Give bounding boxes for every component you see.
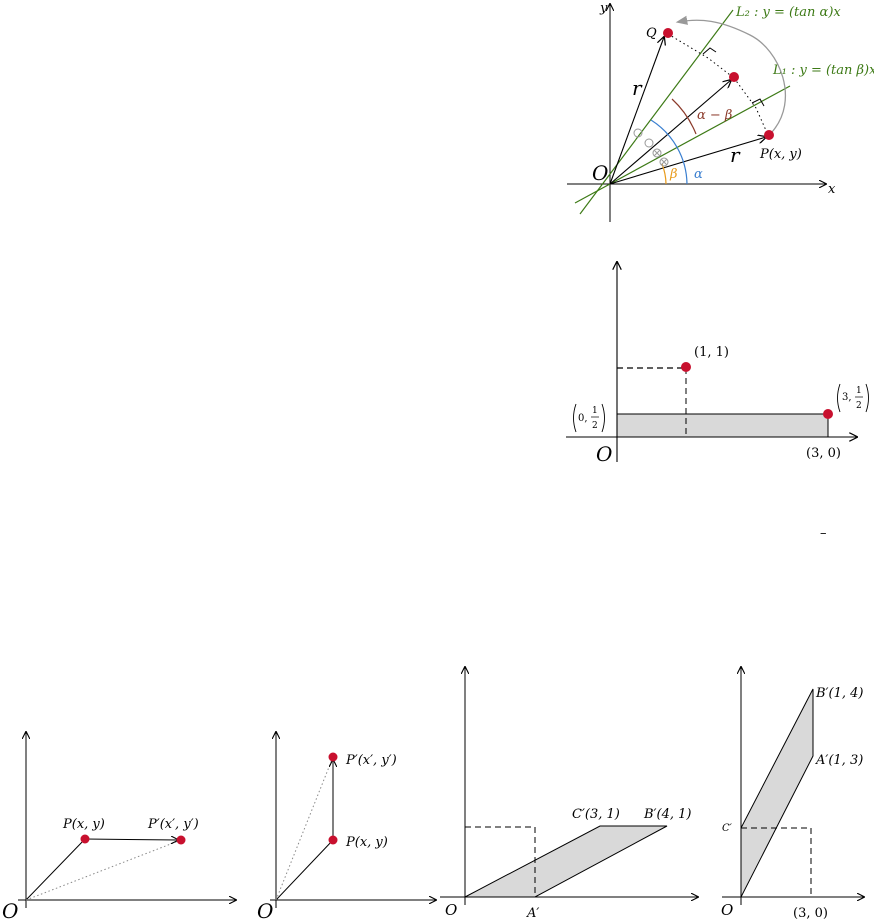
equal-mark-cross-1 — [652, 148, 662, 158]
line-l2 — [579, 9, 734, 215]
point-1-1-label: (1, 1) — [694, 345, 729, 360]
para-v-point-a-label: A′(1, 3) — [815, 753, 863, 768]
point-0-half-label: 0, 1 2 — [573, 403, 605, 433]
point-q-label: Q — [646, 26, 657, 41]
svg-text:3,: 3, — [842, 392, 852, 403]
rotation-y-label: y — [599, 1, 608, 16]
shear-v-point-p-prime-label: P′(x′, y′) — [345, 753, 397, 768]
shear-v-op — [275, 839, 334, 901]
point-3-half — [823, 409, 833, 419]
point-mid — [729, 72, 739, 82]
right-angle-mark-l2 — [702, 47, 717, 55]
right-angle-mark-l1 — [751, 98, 765, 107]
para-h-origin: O — [445, 901, 457, 919]
angle-diff-label: α − β — [697, 108, 732, 123]
shear-v-point-p-label: P(x, y) — [345, 835, 388, 850]
shaded-rectangle — [616, 413, 829, 438]
shear-h-point-p-prime-label: P′(x′, y′) — [147, 817, 199, 832]
svg-text:1: 1 — [592, 406, 598, 416]
shear-h-point-p — [80, 834, 90, 844]
point-p-label: P(x, y) — [759, 147, 802, 162]
angle-arc-diff — [671, 98, 697, 135]
shear-v-origin: O — [257, 899, 273, 923]
angle-beta-label: β — [669, 167, 678, 182]
radius-lower-label: r — [730, 143, 741, 167]
small-mark: – — [820, 526, 827, 541]
equal-mark-circle-1 — [633, 128, 643, 138]
svg-text:2: 2 — [856, 401, 862, 411]
svg-text:1: 1 — [856, 386, 862, 396]
line-l1 — [574, 85, 791, 204]
shear-v-diagram: P(x, y) P′(x′, y′) O — [257, 732, 436, 923]
line-l1-label: L₁ : y = (tan β)x — [772, 63, 874, 78]
dotted-path-q — [667, 33, 735, 79]
radius-upper-label: r — [632, 76, 643, 100]
para-v-diagram: B′(1, 4) A′(1, 3) C′ (3, 0) O — [721, 667, 864, 921]
rotation-diagram: y x O L₂ : y = (tan α)x L₁ : y = (tan β)… — [567, 1, 874, 222]
para-h-point-c-label: C′(3, 1) — [572, 807, 620, 822]
line-l2-label: L₂ : y = (tan α)x — [735, 5, 841, 20]
para-h-shape — [464, 825, 668, 898]
para-v-point-b-label: B′(1, 4) — [815, 686, 863, 701]
para-v-shape — [740, 688, 814, 898]
angle-alpha-label: α — [694, 167, 703, 182]
point-p — [764, 130, 774, 140]
equal-mark-circle-2 — [644, 138, 654, 148]
shear-h-point-p-label: P(x, y) — [62, 817, 105, 832]
angle-arc-alpha — [650, 119, 688, 185]
vector-op — [609, 137, 766, 185]
shear-v-point-p — [328, 835, 338, 845]
svg-text:2: 2 — [592, 421, 598, 431]
shear-h-point-p-prime — [176, 835, 186, 845]
para-v-origin: O — [721, 901, 733, 919]
point-q — [663, 28, 673, 38]
shear-h-op — [25, 838, 86, 901]
para-v-point-c-label: C′ — [722, 823, 733, 834]
para-h-point-a-label: A′ — [526, 906, 539, 921]
point-3-half-label: 3, 1 2 — [837, 383, 869, 413]
vector-oq — [609, 37, 664, 185]
rotation-x-label: x — [828, 182, 836, 197]
shear-h-origin: O — [2, 899, 18, 923]
shear-v-point-p-prime — [328, 752, 338, 762]
vector-omid — [609, 80, 731, 185]
svg-text:0,: 0, — [578, 413, 588, 424]
para-v-point-3-0-label: (3, 0) — [793, 906, 828, 921]
para-h-point-b-label: B′(4, 1) — [643, 807, 691, 822]
shear-h-diagram: P(x, y) P′(x′, y′) O — [2, 732, 236, 923]
shear-h-arrow — [84, 839, 178, 840]
rotation-origin: O — [592, 161, 608, 185]
rotation-arc — [675, 15, 787, 133]
shear-v-dotted — [275, 756, 334, 901]
rect-plot: (1, 1) (3, 0) O 0, 1 2 3, 1 2 — [566, 262, 869, 466]
shear-h-dotted — [25, 839, 182, 901]
point-1-1 — [681, 362, 691, 372]
point-3-0-label: (3, 0) — [806, 446, 841, 461]
equal-mark-cross-2 — [659, 157, 669, 167]
para-h-diagram: C′(3, 1) B′(4, 1) A′ O — [440, 667, 698, 921]
rect-origin: O — [596, 442, 612, 466]
dotted-path-p — [733, 77, 769, 136]
